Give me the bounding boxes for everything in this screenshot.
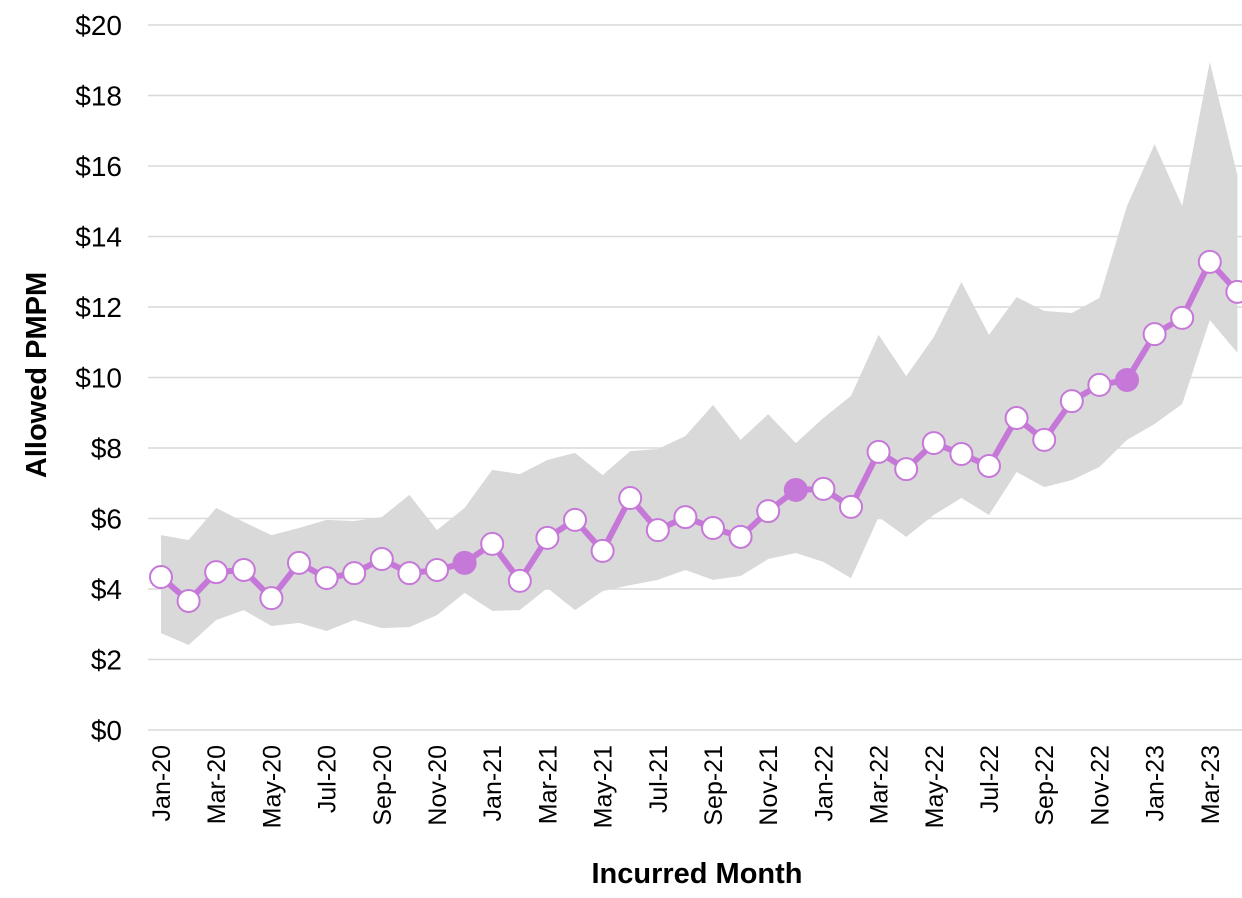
range-band <box>161 62 1238 646</box>
data-point <box>921 431 946 456</box>
data-point <box>949 441 974 466</box>
y-tick-label: $2 <box>91 645 122 676</box>
y-tick-label: $14 <box>75 222 122 253</box>
data-point <box>839 494 863 519</box>
data-point <box>287 550 311 575</box>
x-tick-label: Jan-20 <box>148 745 176 821</box>
data-point <box>204 560 229 585</box>
y-tick-label: $6 <box>91 504 122 535</box>
x-tick-label: Nov-20 <box>424 745 452 826</box>
data-point <box>231 557 256 582</box>
data-point <box>618 486 643 511</box>
y-tick-label: $18 <box>75 81 122 112</box>
data-point <box>645 518 670 543</box>
y-tick-label: $10 <box>75 363 122 394</box>
data-point <box>425 557 449 582</box>
data-point <box>1032 427 1057 452</box>
data-point <box>590 538 615 563</box>
x-tick-label: Sep-20 <box>369 745 397 826</box>
y-tick-label: $8 <box>91 433 122 464</box>
x-tick-label: Nov-22 <box>1086 745 1114 826</box>
y-axis-title: Allowed PMPM <box>21 272 53 478</box>
x-tick-label: Mar-21 <box>534 745 562 824</box>
x-tick-label: Sep-21 <box>700 745 728 826</box>
data-point <box>259 586 284 611</box>
y-tick-label: $4 <box>91 574 122 605</box>
x-tick-label: Jan-22 <box>810 745 838 821</box>
x-tick-label: Jul-20 <box>314 745 342 813</box>
y-tick-label: $0 <box>91 715 122 746</box>
data-point <box>369 547 394 572</box>
x-tick-label: May-22 <box>921 745 949 828</box>
x-axis-title: Incurred Month <box>591 858 802 890</box>
y-tick-label: $16 <box>75 151 122 182</box>
data-point <box>756 499 781 524</box>
data-point <box>314 566 339 591</box>
series-line <box>159 258 1240 604</box>
y-tick-label: $12 <box>75 292 122 323</box>
x-tick-label: Sep-22 <box>1031 745 1059 826</box>
x-tick-label: Jul-21 <box>645 745 673 813</box>
data-point <box>866 439 891 464</box>
x-tick-label: Jul-22 <box>976 745 1004 813</box>
data-point <box>1197 249 1222 274</box>
data-point <box>1142 322 1167 347</box>
data-point <box>397 561 422 586</box>
data-point <box>507 568 532 593</box>
x-tick-label: May-20 <box>258 745 286 828</box>
x-tick-label: Jan-21 <box>479 745 507 821</box>
data-point <box>811 476 836 501</box>
data-point <box>342 561 367 586</box>
x-tick-label: Mar-20 <box>203 745 231 824</box>
data-point <box>480 531 505 556</box>
data-point <box>783 477 808 502</box>
data-point <box>977 453 1001 478</box>
data-point <box>563 507 587 532</box>
x-tick-label: May-21 <box>590 745 618 828</box>
data-point <box>1004 406 1029 431</box>
x-tick-label: Mar-22 <box>866 745 894 824</box>
data-point <box>149 565 173 590</box>
data-point <box>1170 305 1195 330</box>
x-tick-label: Mar-23 <box>1197 745 1225 824</box>
x-tick-label: Jan-23 <box>1142 745 1170 821</box>
data-point <box>176 588 201 613</box>
data-point <box>1115 367 1139 392</box>
data-point <box>728 524 753 549</box>
data-point <box>1087 372 1112 397</box>
data-point <box>1059 389 1084 414</box>
data-point <box>673 505 698 530</box>
x-tick-label: Nov-21 <box>755 745 783 826</box>
data-point <box>894 457 919 482</box>
y-tick-label: $20 <box>75 10 122 41</box>
data-point <box>452 550 477 575</box>
data-point <box>1225 279 1242 304</box>
data-point <box>535 525 560 550</box>
data-point <box>701 516 725 541</box>
